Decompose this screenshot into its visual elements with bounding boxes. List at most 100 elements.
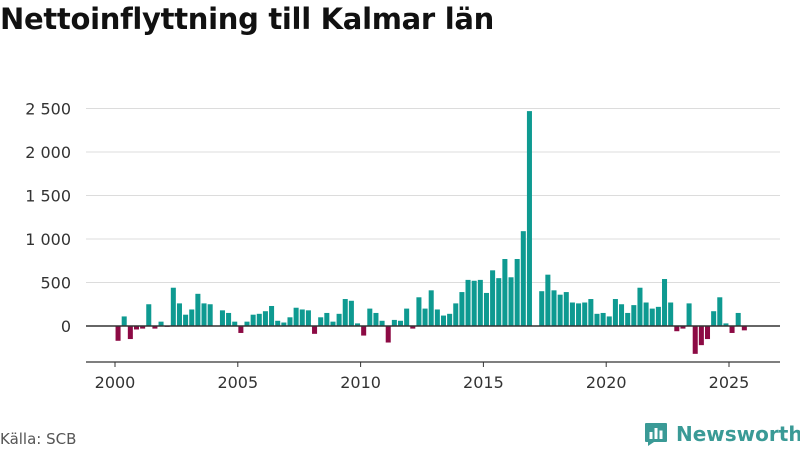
bar xyxy=(447,313,453,326)
bar xyxy=(569,302,575,326)
bar xyxy=(207,304,213,326)
bar xyxy=(741,326,747,331)
bar xyxy=(662,279,668,326)
bar xyxy=(711,311,717,326)
bar xyxy=(440,315,446,326)
bars xyxy=(115,111,747,354)
bar xyxy=(330,321,336,326)
bar xyxy=(477,279,483,326)
bar xyxy=(127,326,133,340)
bar xyxy=(416,297,422,326)
bar xyxy=(140,326,146,329)
bar xyxy=(551,290,557,326)
y-tick-label: 500 xyxy=(40,274,71,293)
bar xyxy=(668,302,674,326)
bar xyxy=(367,308,373,326)
bar xyxy=(201,303,207,326)
bar xyxy=(471,280,477,326)
bar xyxy=(299,309,305,326)
bar xyxy=(612,299,618,326)
bar xyxy=(262,311,268,326)
bar xyxy=(183,314,189,326)
bar xyxy=(631,305,637,326)
y-tick-label: 1 000 xyxy=(25,230,71,249)
bar xyxy=(133,326,139,330)
bar xyxy=(483,292,489,326)
bar xyxy=(146,304,152,326)
y-tick-label: 2 500 xyxy=(25,100,71,119)
x-tick-label: 2005 xyxy=(217,373,258,392)
bar xyxy=(680,326,686,329)
bar xyxy=(520,231,526,326)
bar xyxy=(490,270,496,326)
bar xyxy=(686,303,692,326)
bar xyxy=(250,314,256,326)
bar xyxy=(293,307,299,326)
bar xyxy=(336,313,342,326)
bar xyxy=(422,308,428,326)
bar xyxy=(342,299,348,326)
bar xyxy=(465,279,471,326)
bar xyxy=(545,274,551,326)
y-axis-tick-labels: 0 500 1 000 1 500 2 000 2 500 xyxy=(25,100,71,337)
bar xyxy=(269,305,275,326)
bar xyxy=(655,306,661,326)
bar xyxy=(275,320,281,326)
bar xyxy=(637,287,643,326)
bar xyxy=(619,304,625,326)
bar xyxy=(379,320,385,326)
bar xyxy=(643,302,649,326)
bar xyxy=(698,326,704,346)
bar xyxy=(582,302,588,326)
bar xyxy=(115,326,121,341)
bar xyxy=(195,293,201,326)
bar xyxy=(496,278,502,326)
bar xyxy=(704,326,711,340)
bar xyxy=(453,303,459,326)
bar xyxy=(373,312,379,326)
bar xyxy=(238,326,244,333)
bar xyxy=(692,326,698,354)
bar xyxy=(717,297,723,326)
bar xyxy=(312,326,318,334)
bar xyxy=(428,290,434,326)
bar xyxy=(576,303,582,326)
bar xyxy=(256,313,262,326)
bar xyxy=(434,309,440,326)
bar xyxy=(281,322,287,326)
bar xyxy=(226,312,232,326)
bar xyxy=(397,320,404,326)
bar xyxy=(563,292,569,326)
bar xyxy=(594,313,600,326)
bar xyxy=(557,294,563,326)
y-tick-label: 2 000 xyxy=(25,143,71,162)
x-tick-label: 2020 xyxy=(586,373,627,392)
bar xyxy=(324,312,330,326)
bar xyxy=(649,308,655,326)
bar xyxy=(729,326,735,333)
bar xyxy=(189,309,195,326)
bar xyxy=(514,259,520,326)
bar-chart: 0 500 1 000 1 500 2 000 2 500 2000 2005 2010 201… xyxy=(25,100,780,392)
bar xyxy=(170,287,176,326)
brand-name: Newsworthy xyxy=(676,422,800,446)
bar xyxy=(219,310,225,326)
x-tick-label: 2015 xyxy=(463,373,504,392)
bar xyxy=(158,321,164,326)
bar xyxy=(600,312,606,326)
bar xyxy=(410,326,416,329)
bar xyxy=(674,326,680,332)
bar xyxy=(588,299,594,326)
bar xyxy=(735,312,741,326)
bar xyxy=(625,312,631,326)
bar xyxy=(502,259,508,326)
bar xyxy=(526,111,532,326)
bar xyxy=(606,316,612,326)
source-note: Källa: SCB xyxy=(0,430,77,448)
bar xyxy=(232,321,238,326)
bar xyxy=(723,323,729,326)
newsworthy-logo-icon xyxy=(645,423,667,446)
bar xyxy=(318,317,324,326)
bar xyxy=(348,300,354,326)
brand-logo: Newsworthy xyxy=(644,420,800,448)
